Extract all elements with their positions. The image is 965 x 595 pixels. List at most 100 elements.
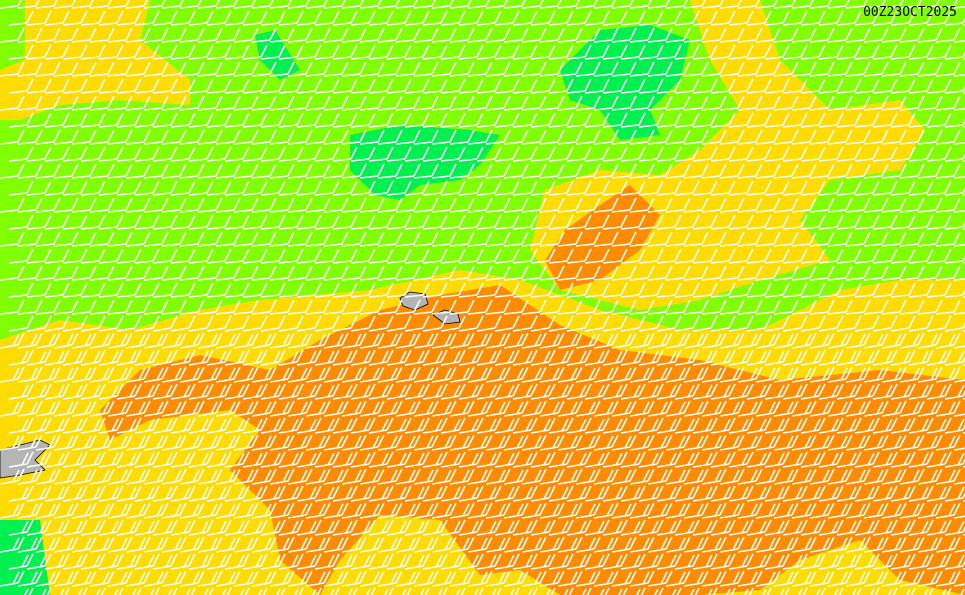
wind-barb xyxy=(647,536,673,553)
wind-barb xyxy=(539,434,565,451)
wind-barb xyxy=(449,129,475,145)
wind-barb xyxy=(377,61,403,77)
wind-barb xyxy=(809,129,835,145)
wind-barb xyxy=(494,214,520,230)
wind-barb xyxy=(512,112,538,128)
wind-barb xyxy=(845,332,871,349)
wind-barb xyxy=(386,248,412,264)
wind-barb xyxy=(323,95,349,111)
wind-barb xyxy=(746,282,772,298)
wind-barb xyxy=(476,383,502,400)
wind-barb xyxy=(773,163,799,179)
wind-barb xyxy=(116,78,142,94)
wind-barb xyxy=(242,349,268,366)
wind-barb xyxy=(944,85,965,94)
wind-barb xyxy=(791,332,817,349)
wind-barb xyxy=(746,112,772,128)
wind-barb xyxy=(359,197,385,213)
wind-barb xyxy=(359,265,385,281)
wind-barb xyxy=(917,299,943,315)
wind-barb xyxy=(53,366,79,383)
wind-barb xyxy=(557,468,583,485)
wind-barb xyxy=(647,502,673,519)
wind-barb xyxy=(647,197,673,213)
wind-barb xyxy=(845,163,871,179)
wind-barb xyxy=(800,315,826,332)
wind-barb xyxy=(242,214,268,230)
wind-barb xyxy=(647,231,673,247)
wind-barb xyxy=(800,44,826,60)
wind-barb xyxy=(800,282,826,298)
wind-barb xyxy=(827,61,853,77)
wind-barb xyxy=(908,315,934,332)
wind-barb xyxy=(179,197,205,213)
wind-barb xyxy=(179,95,205,111)
wind-barb xyxy=(512,282,538,298)
wind-barb xyxy=(942,587,952,595)
wind-barb xyxy=(557,163,583,179)
wind-barb xyxy=(242,451,268,468)
wind-barb xyxy=(494,553,520,570)
wind-barb xyxy=(278,417,304,434)
wind-barb xyxy=(206,78,232,94)
wind-barb xyxy=(809,299,835,315)
wind-barb xyxy=(692,519,718,536)
wind-barb xyxy=(8,349,34,366)
wind-barb xyxy=(395,129,421,145)
wind-barb xyxy=(827,502,853,519)
wind-barb xyxy=(852,587,862,595)
wind-barb xyxy=(341,299,367,315)
wind-barb xyxy=(125,0,148,9)
wind-barb xyxy=(800,10,826,26)
wind-barb xyxy=(656,10,682,26)
wind-barb xyxy=(755,570,781,587)
wind-barb xyxy=(485,468,511,485)
wind-barb xyxy=(242,383,268,400)
wind-barb xyxy=(413,299,439,315)
wind-barb xyxy=(8,315,34,332)
wind-barb xyxy=(654,587,664,595)
wind-barb xyxy=(296,112,322,128)
wind-barb xyxy=(71,265,97,281)
wind-barb xyxy=(323,468,349,485)
wind-barb xyxy=(476,485,502,502)
wind-barb xyxy=(782,315,808,332)
wind-barb xyxy=(485,95,511,111)
wind-barb xyxy=(197,197,223,213)
wind-barb xyxy=(170,10,196,26)
wind-barb xyxy=(764,44,790,60)
wind-barb xyxy=(161,0,184,9)
wind-barb xyxy=(71,231,97,247)
wind-barb xyxy=(278,10,304,26)
wind-barb xyxy=(161,332,187,349)
wind-barb xyxy=(458,315,484,332)
wind-barb xyxy=(899,95,925,111)
wind-barb xyxy=(386,417,412,434)
wind-barb xyxy=(602,485,628,502)
wind-barb xyxy=(278,214,304,230)
wind-barb xyxy=(431,265,457,281)
wind-barb xyxy=(710,349,736,366)
wind-barb xyxy=(881,0,904,9)
wind-barb xyxy=(773,129,799,145)
wind-barb xyxy=(665,231,691,247)
wind-barb xyxy=(539,197,565,213)
wind-barb xyxy=(872,315,898,332)
wind-barb xyxy=(881,265,907,281)
wind-barb xyxy=(215,502,241,519)
wind-barb xyxy=(152,112,178,128)
wind-barb xyxy=(845,231,871,247)
wind-barb xyxy=(647,27,673,43)
wind-barb xyxy=(926,78,952,94)
wind-barb xyxy=(476,44,502,60)
wind-barb xyxy=(890,519,916,536)
wind-barb xyxy=(368,349,394,366)
wind-barb xyxy=(116,248,142,264)
wind-barb xyxy=(233,61,259,77)
wind-barb xyxy=(143,434,169,451)
wind-barb xyxy=(818,417,844,434)
wind-barb xyxy=(179,400,205,417)
wind-barb xyxy=(332,417,358,434)
wind-barb xyxy=(359,400,385,417)
wind-barb xyxy=(98,248,124,264)
